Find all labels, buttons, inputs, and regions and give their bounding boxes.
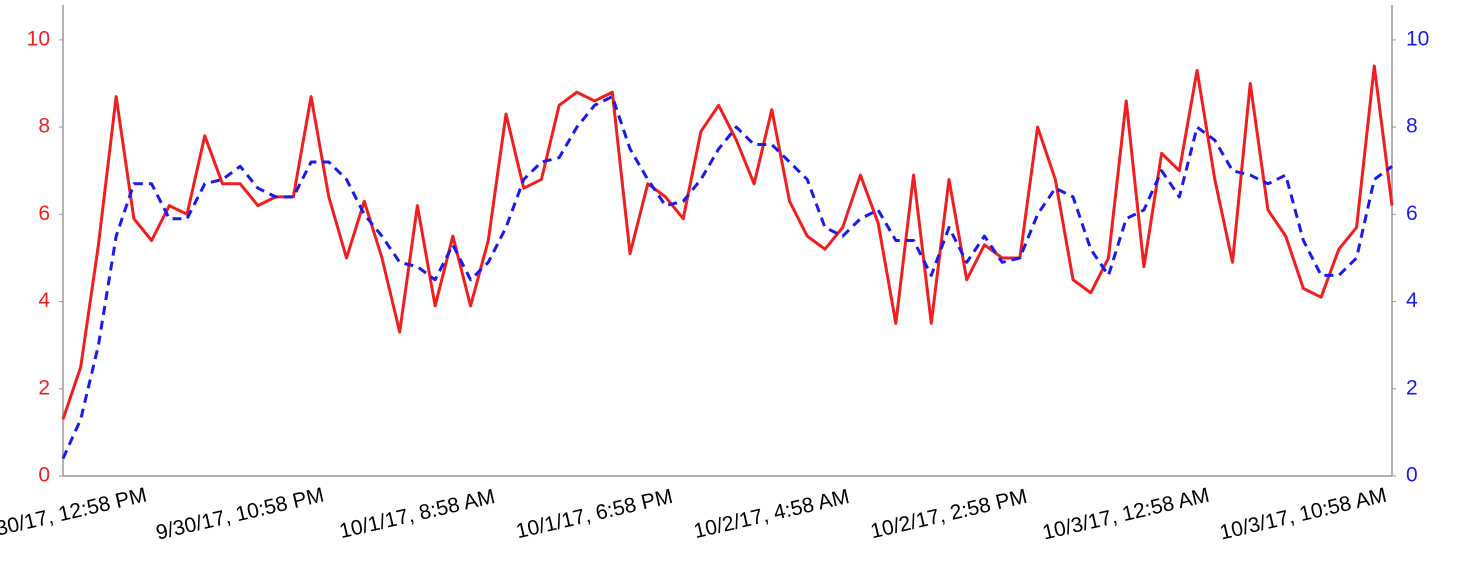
y2-tick-label: 8 bbox=[1406, 115, 1418, 138]
x-tick-label: 10/3/17, 12:58 AM bbox=[1040, 484, 1211, 545]
x-tick-label: 9/30/17, 12:58 PM bbox=[0, 484, 149, 545]
y2-tick-label: 6 bbox=[1406, 202, 1418, 225]
x-tick-label: 10/2/17, 4:58 AM bbox=[692, 485, 852, 543]
y2-tick-label: 0 bbox=[1406, 464, 1418, 487]
y2-tick-label: 2 bbox=[1406, 376, 1418, 399]
x-tick-label: 10/1/17, 8:58 AM bbox=[337, 485, 497, 543]
y-tick-label: 10 bbox=[27, 27, 50, 50]
y-tick-label: 8 bbox=[38, 115, 50, 138]
x-tick-label: 10/3/17, 10:58 AM bbox=[1218, 484, 1389, 545]
y-tick-label: 4 bbox=[38, 289, 50, 312]
x-tick-label: 9/30/17, 10:58 PM bbox=[154, 484, 326, 545]
x-tick-label: 10/2/17, 2:58 PM bbox=[868, 485, 1029, 543]
x-tick-label: 10/1/17, 6:58 PM bbox=[514, 485, 675, 543]
y2-tick-label: 4 bbox=[1406, 289, 1418, 312]
series-line bbox=[61, 64, 1394, 420]
series-line bbox=[61, 95, 1393, 460]
y-tick-label: 6 bbox=[38, 202, 50, 225]
y2-tick-label: 10 bbox=[1406, 27, 1429, 50]
y-tick-label: 0 bbox=[38, 464, 50, 487]
y-tick-label: 2 bbox=[38, 376, 50, 399]
